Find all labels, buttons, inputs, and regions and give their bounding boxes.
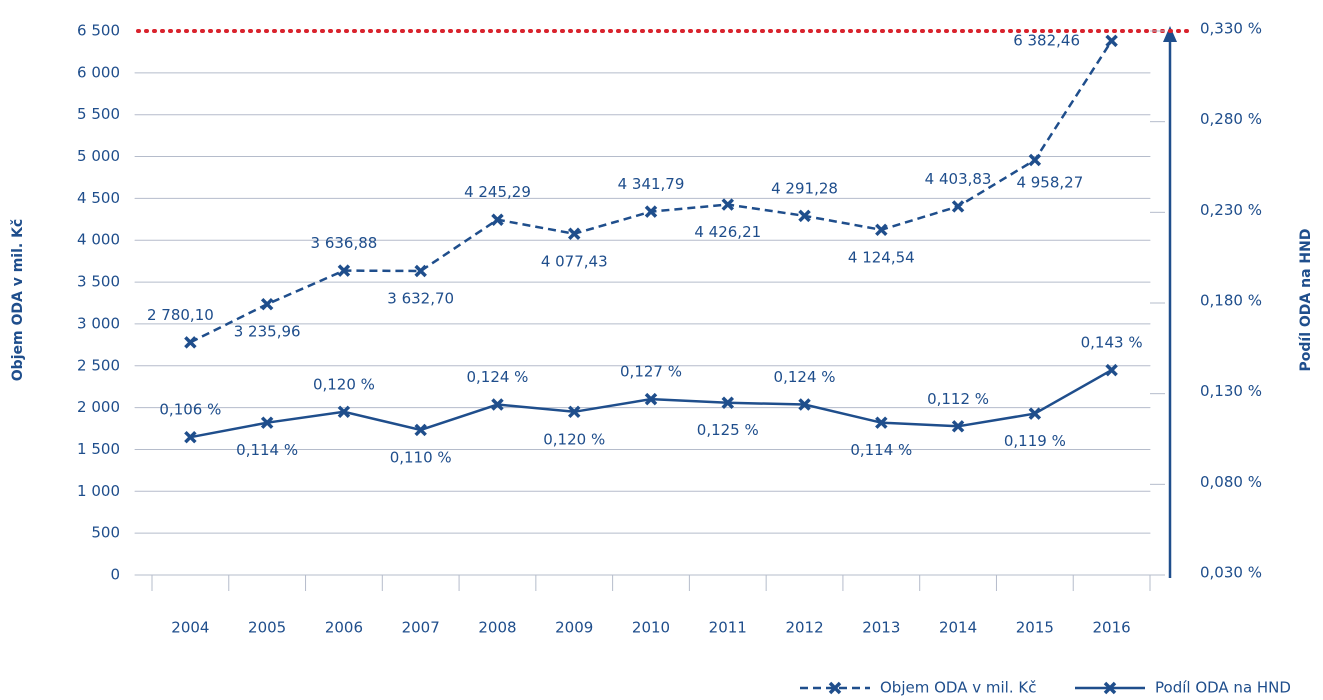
data-label: 0,127 % — [620, 363, 682, 381]
y-tick-label: 6 500 — [77, 22, 120, 40]
marker — [260, 416, 274, 429]
x-tick-label: 2010 — [632, 619, 670, 637]
y-tick-label: 2 500 — [77, 356, 120, 374]
marker — [875, 416, 888, 429]
data-label: 4 426,21 — [694, 223, 761, 241]
data-label: 4 245,29 — [464, 183, 531, 201]
x-tick-label: 2009 — [555, 619, 593, 637]
data-label: 2 780,10 — [147, 306, 214, 324]
y2-axis-arrow — [1163, 26, 1177, 42]
data-label: 4 958,27 — [1016, 174, 1083, 192]
data-label: 0,124 % — [466, 368, 528, 386]
y2-tick-label: 0,230 % — [1200, 201, 1262, 219]
data-label: 4 077,43 — [541, 252, 608, 270]
marker — [337, 264, 351, 277]
y-tick-label: 1 500 — [77, 440, 120, 458]
marker — [644, 392, 658, 406]
x-tick-label: 2008 — [478, 619, 516, 637]
y2-tick-label: 0,080 % — [1200, 473, 1262, 491]
x-tick-label: 2015 — [1016, 619, 1054, 637]
x-tick-label: 2004 — [171, 619, 209, 637]
data-label: 0,120 % — [313, 375, 375, 393]
marker — [951, 200, 965, 213]
marker — [1103, 681, 1117, 695]
y2-tick-label: 0,130 % — [1200, 382, 1262, 400]
x-tick-label: 2013 — [862, 619, 900, 637]
y2-tick-label: 0,280 % — [1200, 110, 1262, 128]
marker — [798, 209, 811, 223]
y2-tick-label: 0,180 % — [1200, 292, 1262, 310]
data-label: 4 291,28 — [771, 179, 838, 197]
marker — [798, 398, 811, 411]
y-tick-label: 500 — [91, 524, 120, 542]
data-label: 0,112 % — [927, 390, 989, 408]
x-tick-label: 2014 — [939, 619, 977, 637]
y-tick-label: 2 000 — [77, 398, 120, 416]
data-label: 0,125 % — [697, 421, 759, 439]
data-label: 0,119 % — [1004, 432, 1066, 450]
marker — [875, 223, 888, 237]
data-label: 3 636,88 — [311, 234, 378, 252]
marker — [721, 396, 735, 409]
marker — [1105, 34, 1118, 48]
marker — [567, 227, 581, 240]
y-tick-label: 0 — [110, 566, 120, 584]
data-label: 4 341,79 — [618, 175, 685, 193]
y-tick-label: 6 000 — [77, 63, 120, 81]
x-tick-label: 2012 — [785, 619, 823, 637]
data-label: 0,124 % — [774, 368, 836, 386]
y-tick-label: 5 500 — [77, 105, 120, 123]
data-label: 0,114 % — [850, 441, 912, 459]
marker — [828, 681, 842, 695]
data-label: 4 403,83 — [925, 170, 992, 188]
x-tick-label: 2007 — [402, 619, 440, 637]
data-label: 6 382,46 — [1013, 31, 1080, 49]
marker — [414, 264, 427, 278]
x-tick-label: 2006 — [325, 619, 363, 637]
y-tick-label: 1 000 — [77, 482, 120, 500]
marker — [644, 205, 658, 218]
y-axis-title: Objem ODA v mil. Kč — [10, 219, 26, 381]
legend-label: Podíl ODA na HND — [1155, 679, 1291, 697]
marker — [491, 398, 504, 411]
y2-axis-title: Podíl ODA na HND — [1298, 229, 1314, 372]
data-label: 0,110 % — [390, 448, 452, 466]
data-label: 0,143 % — [1081, 334, 1143, 352]
marker — [184, 336, 197, 349]
marker — [1028, 153, 1042, 167]
marker — [491, 213, 504, 226]
data-label: 0,120 % — [543, 430, 605, 448]
marker — [1028, 407, 1042, 420]
y-tick-label: 3 500 — [77, 273, 120, 291]
y-tick-label: 5 000 — [77, 147, 120, 165]
marker — [1105, 363, 1118, 377]
data-label: 4 124,54 — [848, 248, 915, 266]
marker — [260, 297, 274, 311]
y2-tick-label: 0,030 % — [1200, 564, 1262, 582]
marker — [567, 405, 581, 419]
legend-label: Objem ODA v mil. Kč — [880, 679, 1036, 697]
marker — [414, 423, 427, 437]
data-label: 0,114 % — [236, 441, 298, 459]
data-label: 0,106 % — [159, 401, 221, 419]
y2-tick-label: 0,330 % — [1200, 20, 1262, 38]
marker — [184, 430, 197, 444]
x-tick-label: 2016 — [1093, 619, 1131, 637]
data-label: 3 235,96 — [234, 323, 301, 341]
marker — [951, 420, 965, 433]
x-tick-label: 2005 — [248, 619, 286, 637]
y-tick-label: 3 000 — [77, 314, 120, 332]
y-tick-label: 4 000 — [77, 231, 120, 249]
x-tick-label: 2011 — [709, 619, 747, 637]
y-tick-label: 4 500 — [77, 189, 120, 207]
data-label: 3 632,70 — [387, 289, 454, 307]
marker — [721, 198, 735, 211]
marker — [337, 405, 351, 419]
